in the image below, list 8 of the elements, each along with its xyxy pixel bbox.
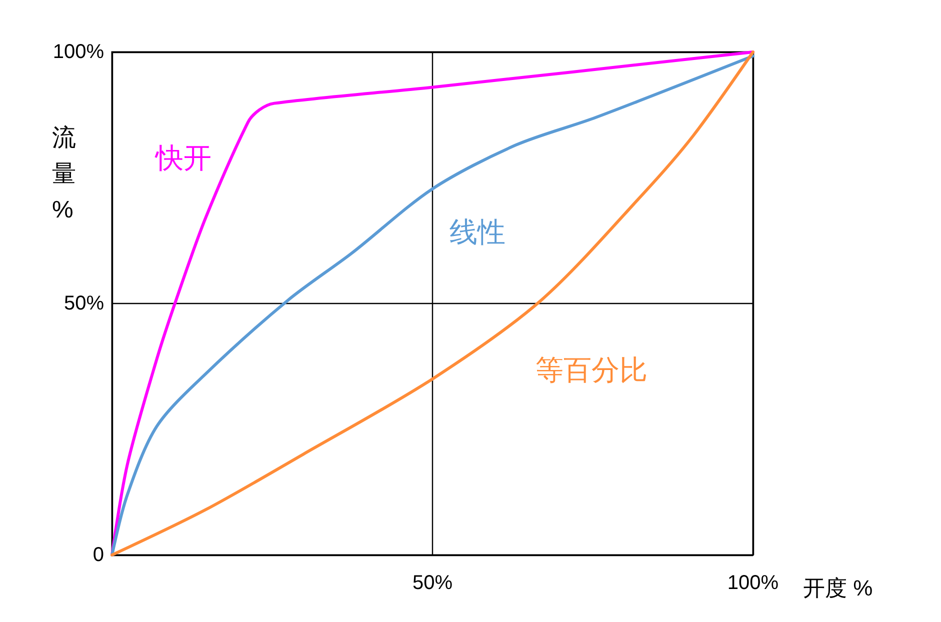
y-tick-label: 50% <box>64 292 104 314</box>
y-axis-title: 流量% <box>52 124 76 224</box>
y-tick-label: 100% <box>52 41 104 63</box>
x-axis-title: 开度 % <box>803 576 873 600</box>
series-label: 等百分比 <box>535 354 648 386</box>
series-label: 快开 <box>154 142 212 174</box>
series-label: 线性 <box>450 216 506 248</box>
y-tick-label: 0 <box>92 544 104 566</box>
